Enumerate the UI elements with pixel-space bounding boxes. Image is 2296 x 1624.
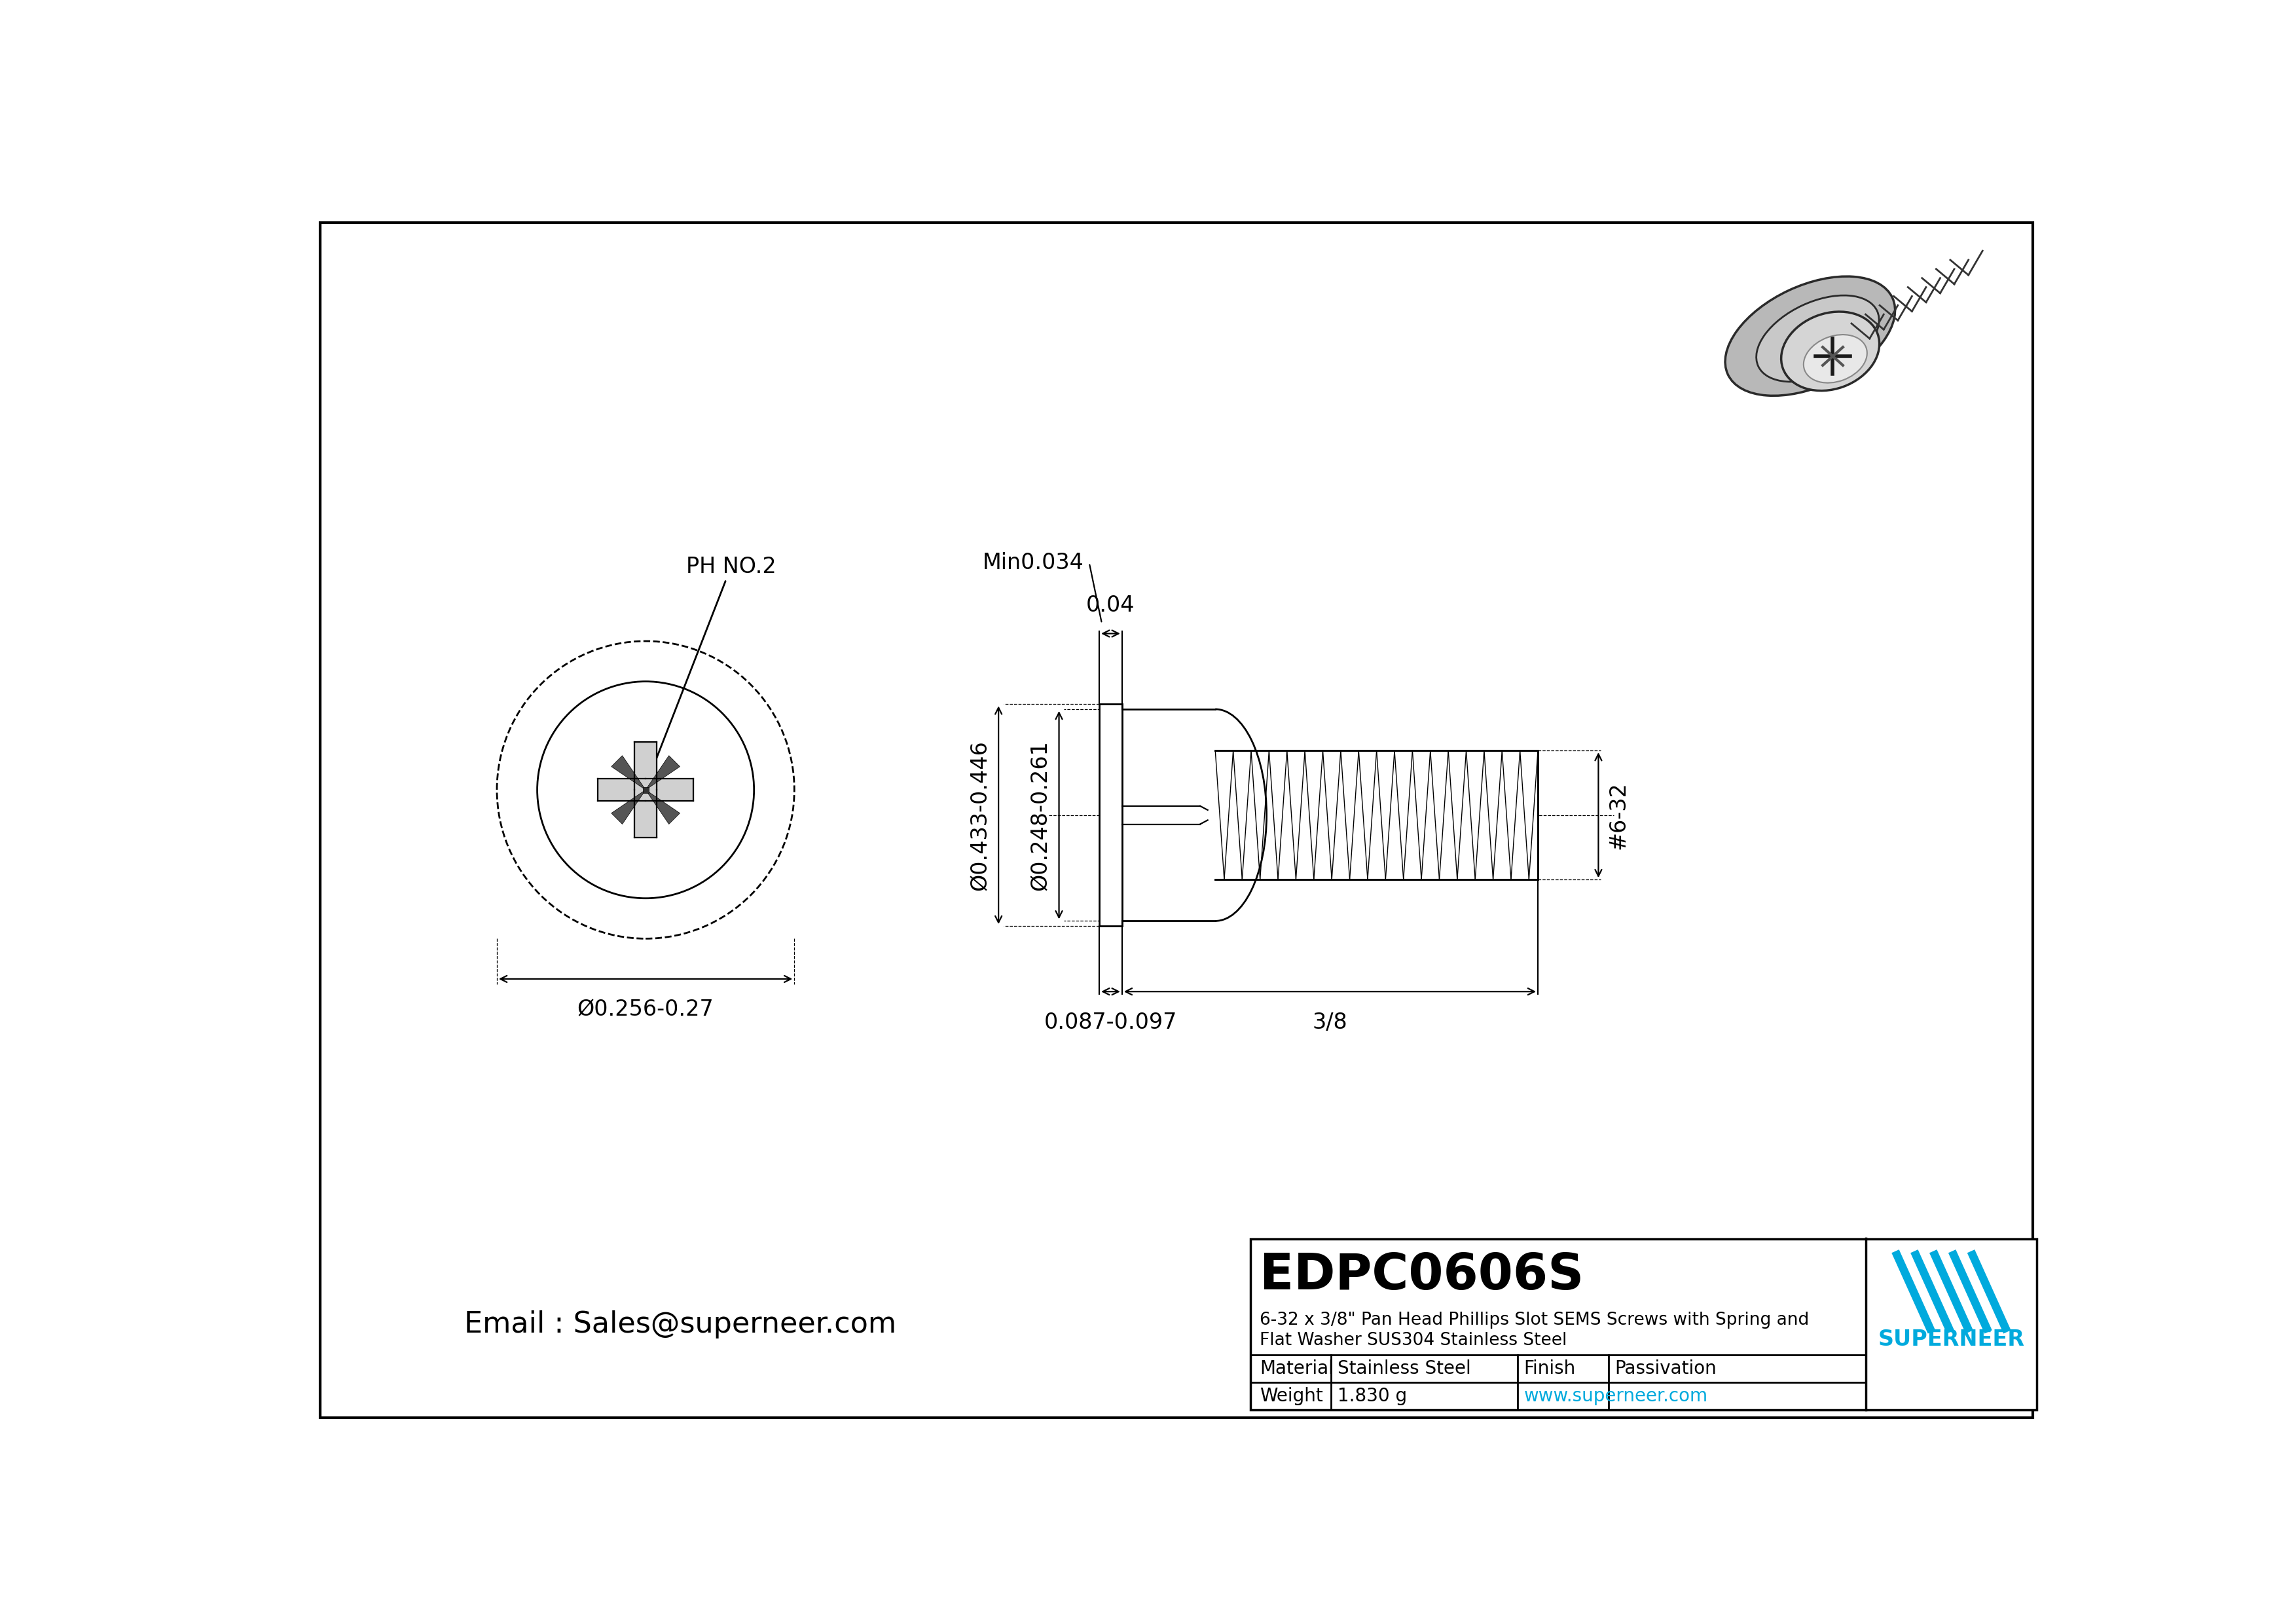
Bar: [643, 788, 650, 793]
Polygon shape: [645, 755, 680, 789]
Bar: [1251, 1239, 2037, 1410]
Text: Email : Sales@superneer.com: Email : Sales@superneer.com: [464, 1311, 895, 1338]
Text: Weight: Weight: [1261, 1387, 1322, 1405]
Ellipse shape: [1724, 276, 1894, 396]
Text: Ø0.256-0.27: Ø0.256-0.27: [576, 999, 714, 1021]
Text: Material: Material: [1261, 1359, 1334, 1377]
Text: 1.830 g: 1.830 g: [1336, 1387, 1407, 1405]
Polygon shape: [611, 789, 645, 823]
Text: Min0.034: Min0.034: [983, 552, 1084, 573]
Text: 0.087-0.097: 0.087-0.097: [1045, 1012, 1178, 1033]
Text: Ø0.433-0.446: Ø0.433-0.446: [969, 741, 992, 890]
Text: Flat Washer SUS304 Stainless Steel: Flat Washer SUS304 Stainless Steel: [1261, 1332, 1566, 1350]
Text: Finish: Finish: [1525, 1359, 1575, 1377]
Polygon shape: [1123, 710, 1215, 921]
Text: www.superneer.com: www.superneer.com: [1525, 1387, 1708, 1405]
Circle shape: [537, 682, 753, 898]
Text: PH NO.2: PH NO.2: [650, 555, 776, 776]
Ellipse shape: [1782, 312, 1880, 391]
Ellipse shape: [1756, 296, 1878, 382]
Polygon shape: [597, 780, 693, 801]
Text: #6-32: #6-32: [1607, 781, 1630, 849]
Text: 6-32 x 3/8" Pan Head Phillips Slot SEMS Screws with Spring and: 6-32 x 3/8" Pan Head Phillips Slot SEMS …: [1261, 1312, 1809, 1328]
Ellipse shape: [1805, 335, 1867, 383]
Polygon shape: [611, 755, 645, 789]
Bar: [1100, 705, 1123, 926]
Text: 0.04: 0.04: [1086, 594, 1134, 615]
Text: 3/8: 3/8: [1313, 1012, 1348, 1033]
Text: SUPERNEER: SUPERNEER: [1878, 1328, 2025, 1351]
Text: Ø0.248-0.261: Ø0.248-0.261: [1031, 741, 1052, 890]
Bar: [1215, 750, 1538, 880]
Text: Passivation: Passivation: [1614, 1359, 1717, 1377]
Polygon shape: [634, 742, 657, 838]
Text: EDPC0606S: EDPC0606S: [1261, 1250, 1584, 1299]
Polygon shape: [645, 789, 680, 823]
Text: Stainless Steel: Stainless Steel: [1336, 1359, 1472, 1377]
